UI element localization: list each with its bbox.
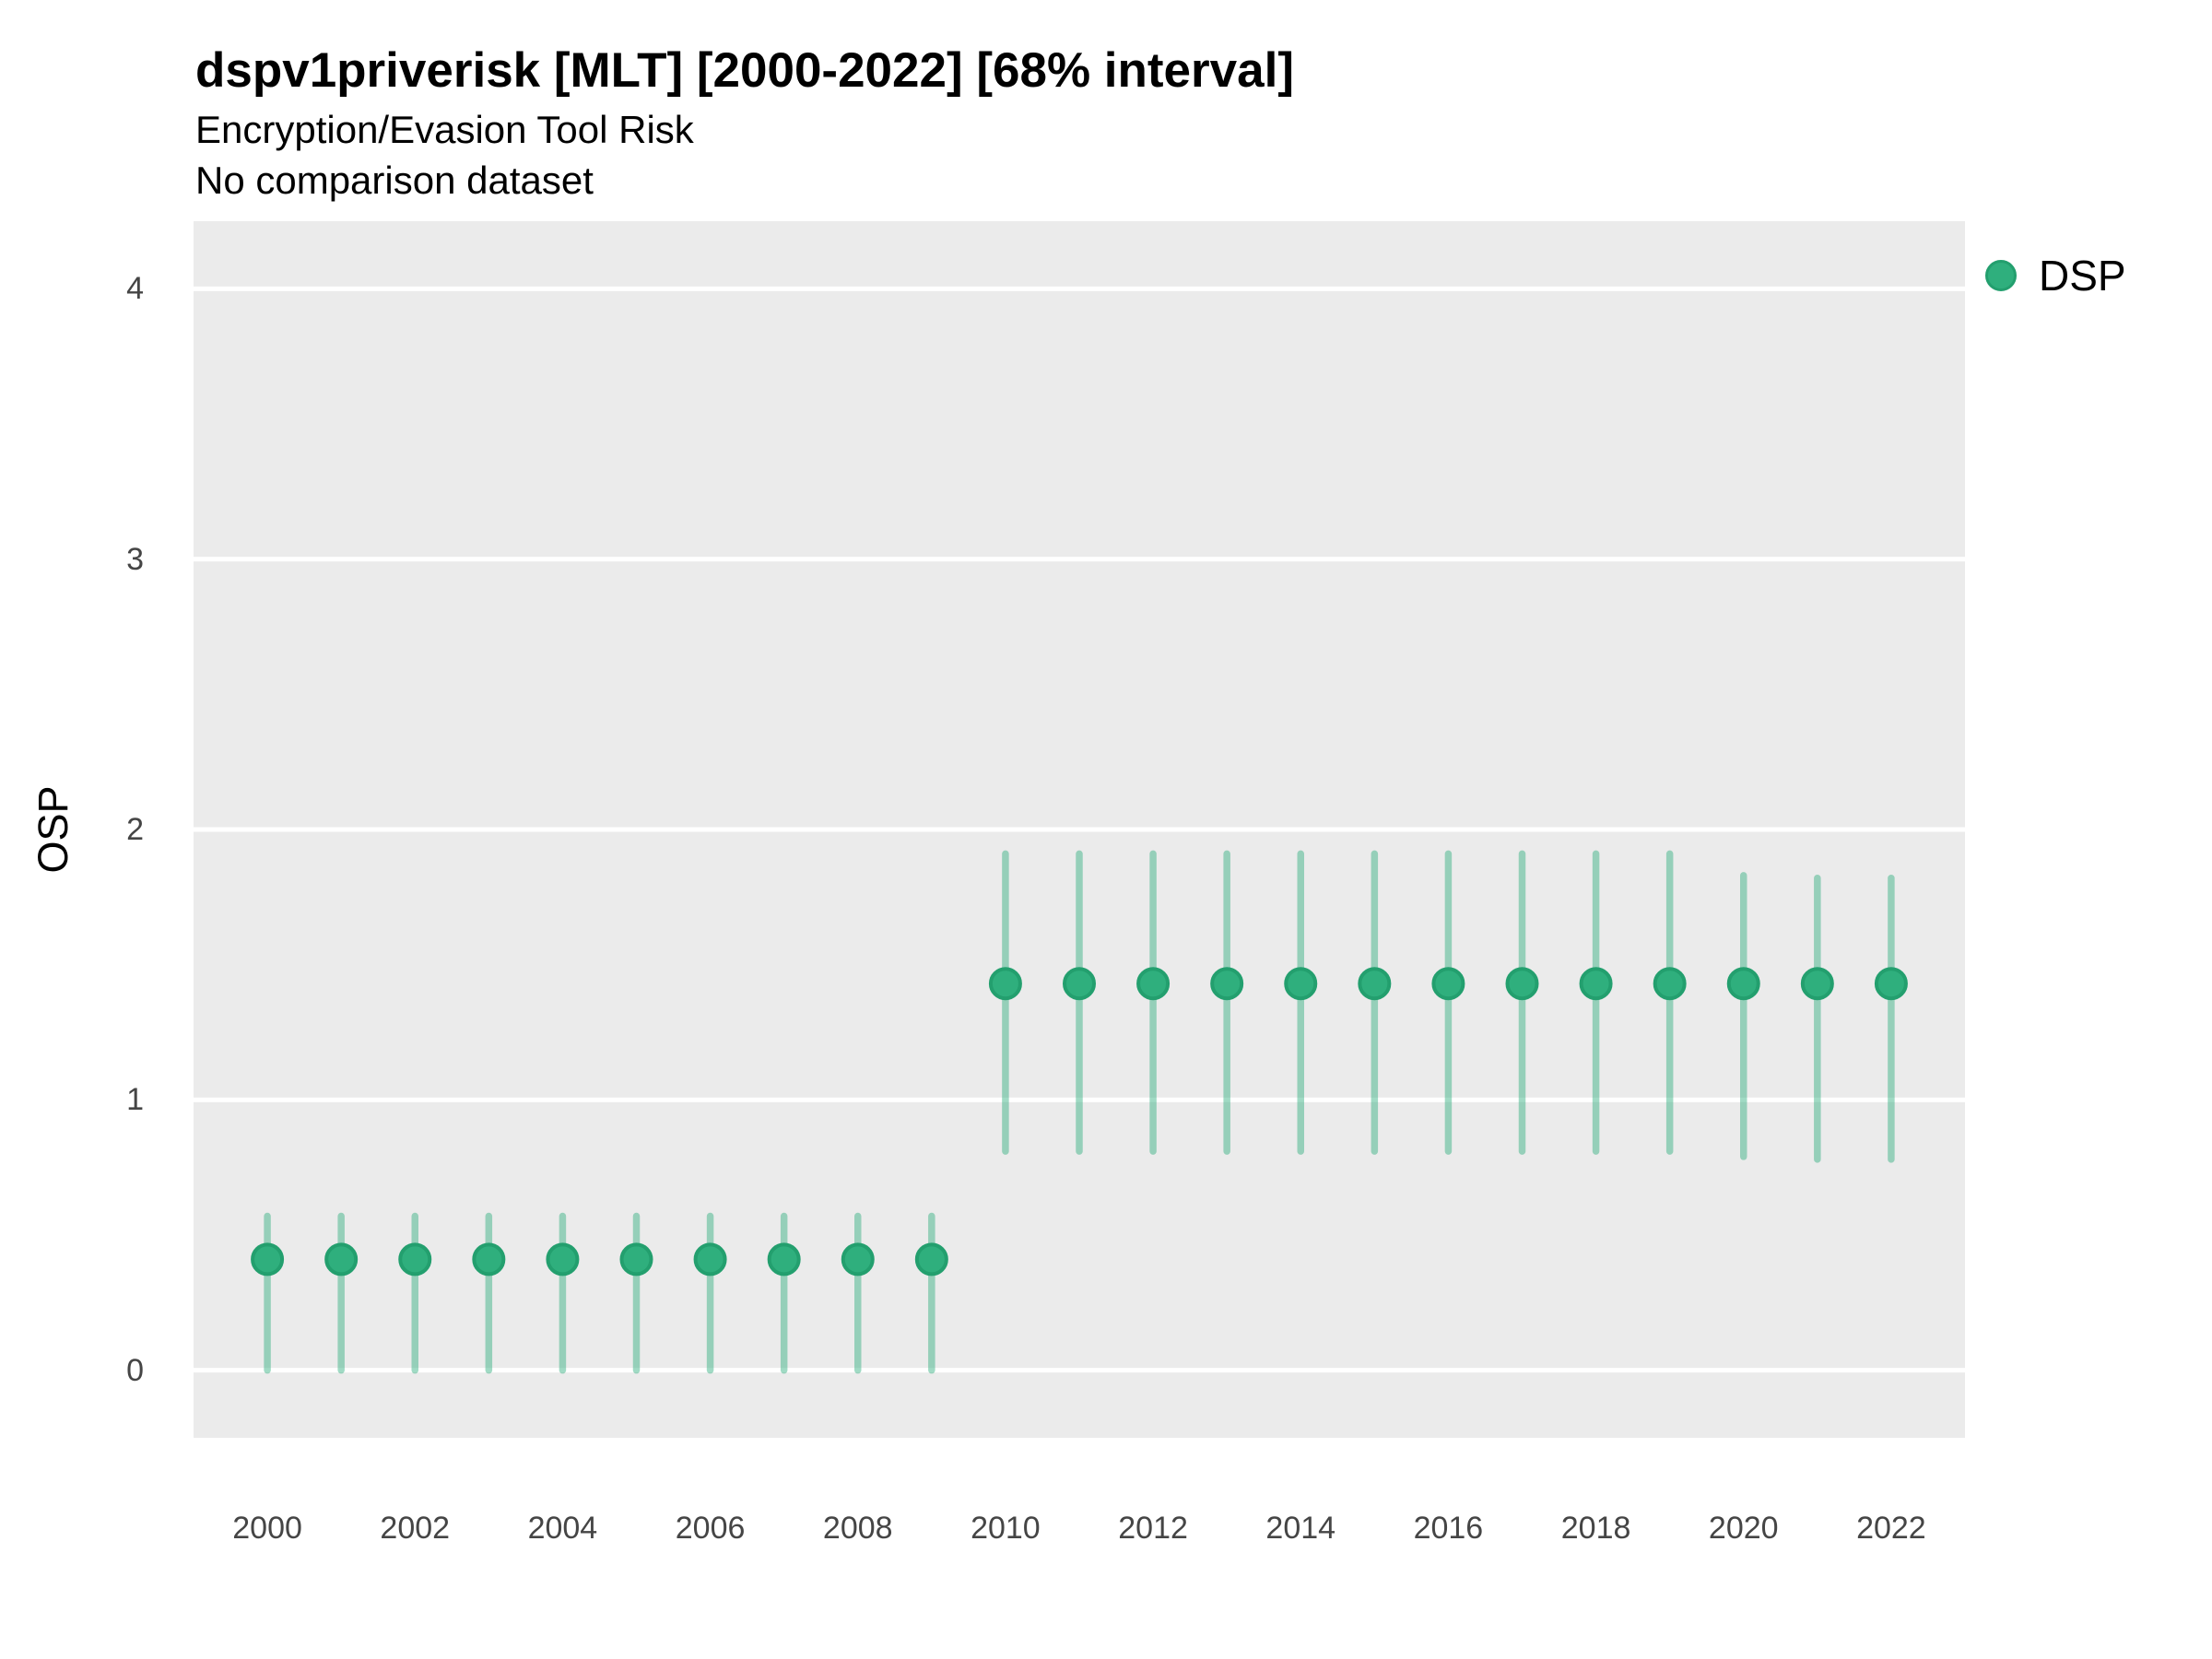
x-tick-label-2004: 2004 (527, 1511, 598, 1546)
point-2015 (1358, 967, 1392, 1001)
y-tick-label-1: 1 (126, 1082, 144, 1118)
legend-key-circle-icon (1985, 260, 2017, 291)
x-tick-label-2010: 2010 (971, 1511, 1041, 1546)
point-2018 (1579, 967, 1613, 1001)
chart-title: dspv1priverisk [MLT] [2000-2022] [68% in… (195, 43, 1294, 98)
point-2017 (1505, 967, 1539, 1001)
x-tick-label-2006: 2006 (675, 1511, 746, 1546)
point-2009 (914, 1242, 948, 1277)
point-2002 (398, 1242, 432, 1277)
y-tick-label-4: 4 (126, 271, 144, 307)
point-2008 (841, 1242, 875, 1277)
x-tick-label-2018: 2018 (1560, 1511, 1631, 1546)
point-2014 (1284, 967, 1318, 1001)
point-2005 (619, 1242, 653, 1277)
x-tick-label-2020: 2020 (1708, 1511, 1779, 1546)
plot-panel (194, 221, 1965, 1438)
legend: DSP (1985, 251, 2126, 300)
point-2001 (324, 1242, 359, 1277)
x-tick-label-2012: 2012 (1118, 1511, 1188, 1546)
point-2011 (1063, 967, 1096, 1001)
y-tick-label-2: 2 (126, 812, 144, 847)
x-tick-label-2022: 2022 (1856, 1511, 1926, 1546)
point-2013 (1210, 967, 1244, 1001)
x-tick-label-2008: 2008 (822, 1511, 893, 1546)
point-2012 (1136, 967, 1171, 1001)
chart-annotation: No comparison dataset (195, 159, 594, 202)
point-2010 (988, 967, 1022, 1001)
y-tick-label-3: 3 (126, 541, 144, 577)
point-2007 (767, 1242, 801, 1277)
point-2019 (1653, 967, 1687, 1001)
point-2004 (546, 1242, 580, 1277)
x-tick-label-2016: 2016 (1413, 1511, 1484, 1546)
point-2006 (693, 1242, 727, 1277)
x-tick-label-2002: 2002 (380, 1511, 451, 1546)
legend-label: DSP (2039, 252, 2126, 300)
chart-canvas (194, 286, 1965, 1374)
y-tick-label-0: 0 (126, 1352, 144, 1388)
point-2003 (472, 1242, 506, 1277)
x-tick-label-2000: 2000 (232, 1511, 302, 1546)
point-2020 (1726, 967, 1760, 1001)
x-tick-label-2014: 2014 (1265, 1511, 1336, 1546)
y-axis-title: OSP (29, 785, 76, 874)
point-2021 (1800, 967, 1834, 1001)
point-2000 (251, 1242, 285, 1277)
point-2022 (1874, 967, 1908, 1001)
point-2016 (1431, 967, 1465, 1001)
chart-subtitle: Encryption/Evasion Tool Risk (195, 108, 694, 151)
